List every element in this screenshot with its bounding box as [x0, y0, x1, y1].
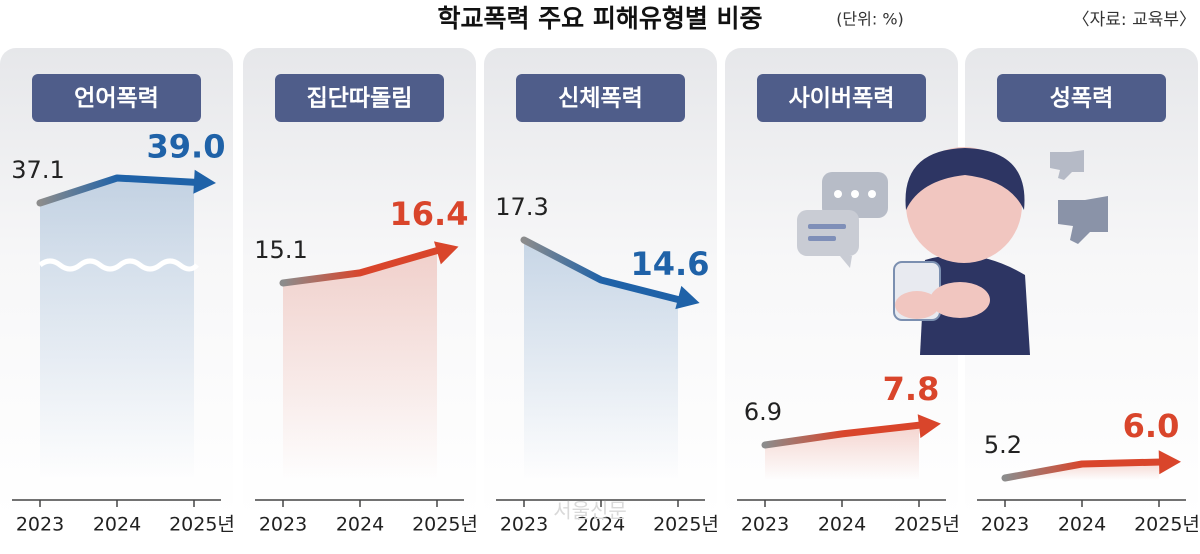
arrow-head: [917, 414, 941, 439]
x-tick-label: 2024: [1058, 514, 1106, 536]
panel-label-bg: [32, 74, 201, 122]
value-label: 5.2: [984, 431, 1022, 459]
panel-label: 신체폭력: [558, 86, 643, 112]
x-tick-label: 2024: [818, 514, 866, 536]
title: 학교폭력 주요 피해유형별 비중: [437, 4, 762, 33]
area: [524, 240, 678, 480]
x-tick-label: 2024: [336, 514, 384, 536]
value-label: 14.6: [631, 245, 710, 283]
source: 〈자료: 교육부〉: [1073, 10, 1196, 30]
value-label: 15.1: [254, 236, 307, 264]
x-tick-label: 2025년: [1134, 514, 1200, 536]
line: [279, 246, 443, 287]
line: [761, 421, 925, 449]
line: [520, 236, 684, 304]
panel: 신체폭력 2023 2024 2025년 17.3 14.6: [484, 48, 719, 536]
value-label: 16.4: [390, 195, 469, 233]
arrow-head: [193, 169, 216, 194]
panel: 성폭력 2023 2024 2025년 5.2 6.0: [965, 48, 1200, 536]
panel-label: 성폭력: [1050, 86, 1113, 112]
x-tick-label: 2025년: [412, 514, 478, 536]
panel-label: 언어폭력: [74, 86, 159, 112]
panel-label: 사이버폭력: [789, 86, 895, 112]
line: [36, 174, 200, 207]
x-tick-label: 2023: [500, 514, 548, 536]
x-tick-label: 2025년: [653, 514, 719, 536]
line: [1001, 458, 1165, 482]
watermark: 서울신문: [553, 499, 627, 523]
x-tick-label: 2023: [741, 514, 789, 536]
panel-bg: [725, 48, 958, 518]
illustration: [797, 147, 1108, 355]
panel-label-bg: [516, 74, 685, 122]
value-label: 6.9: [744, 398, 782, 426]
value-label: 6.0: [1123, 407, 1180, 445]
x-tick-label: 2023: [16, 514, 64, 536]
panel: 집단따돌림 2023 2024 2025년 15.1 16.4: [243, 48, 478, 536]
panel-bg: [965, 48, 1198, 518]
x-tick-label: 2024: [577, 514, 625, 536]
x-tick-label: 2025년: [894, 514, 960, 536]
x-tick-label: 2025년: [169, 514, 235, 536]
arrow-head: [675, 285, 700, 310]
x-tick-label: 2024: [93, 514, 141, 536]
x-tick-label: 2023: [981, 514, 1029, 536]
arrow-head: [433, 241, 459, 265]
value-label: 7.8: [883, 370, 940, 408]
value-label: 17.3: [495, 193, 548, 221]
value-label: 37.1: [11, 156, 64, 184]
area: [40, 178, 194, 480]
arrow-head: [1158, 450, 1181, 475]
panel-label-bg: [275, 74, 444, 122]
x-tick-label: 2023: [259, 514, 307, 536]
panel: 사이버폭력 2023 2024 2025년 6.9 7.8: [725, 48, 960, 536]
panel-label: 집단따돌림: [307, 86, 413, 112]
area: [283, 250, 437, 480]
panel-label-bg: [997, 74, 1166, 122]
panel: 언어폭력 2023 2024 2025년 37.1 39.0: [0, 48, 235, 536]
area: [765, 425, 919, 480]
unit: (단위: %): [836, 10, 904, 29]
value-label: 39.0: [147, 127, 226, 165]
axis-break: [38, 258, 199, 272]
panel-label-bg: [757, 74, 926, 122]
